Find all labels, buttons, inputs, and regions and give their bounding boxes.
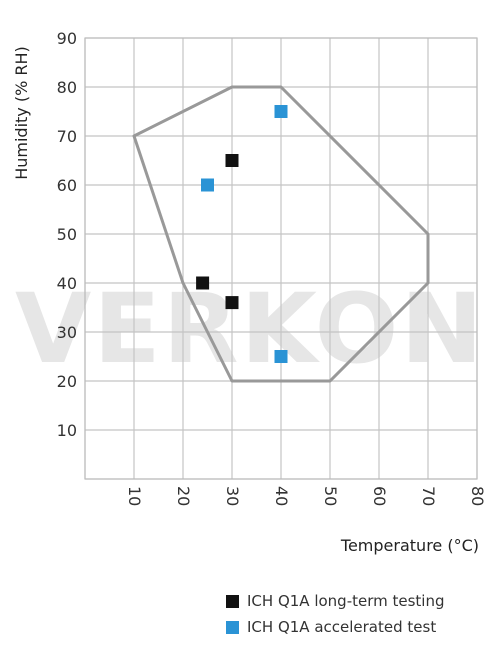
- stability-region: [132, 85, 430, 383]
- y-axis-title: Humidity (% RH): [12, 46, 31, 180]
- data-points: [196, 105, 288, 363]
- x-tick-label: 10: [125, 486, 144, 506]
- plot-frame: [84, 37, 478, 480]
- point-long-term: [196, 276, 210, 290]
- legend: ICH Q1A long-term testing ICH Q1A accele…: [226, 588, 445, 640]
- y-tick-label: 50: [57, 225, 77, 244]
- point-accelerated: [201, 178, 214, 192]
- x-tick-labels: 10 20 30 40 50 60 70 80: [125, 486, 487, 506]
- watermark-text: VERKON: [15, 273, 485, 385]
- legend-swatch-long-term: [226, 594, 239, 608]
- x-axis-title: Temperature (°C): [340, 536, 479, 555]
- y-tick-label: 90: [57, 29, 77, 48]
- y-tick-label: 80: [57, 78, 77, 97]
- point-accelerated: [274, 105, 288, 118]
- y-tick-labels: 10 20 30 40 50 60 70 80 90: [57, 29, 77, 440]
- region-outline: [132, 85, 430, 383]
- y-tick-label: 20: [57, 372, 77, 391]
- y-tick-label: 30: [57, 323, 77, 342]
- y-tick-label: 60: [57, 176, 77, 195]
- x-tick-label: 70: [419, 486, 438, 506]
- y-tick-label: 40: [57, 274, 77, 293]
- x-tick-label: 50: [321, 486, 340, 506]
- point-accelerated: [274, 350, 288, 363]
- x-tick-label: 60: [370, 486, 389, 506]
- x-tick-label: 80: [468, 486, 487, 506]
- x-tick-label: 20: [174, 486, 193, 506]
- legend-label-long-term: ICH Q1A long-term testing: [247, 592, 445, 610]
- y-tick-label: 70: [57, 127, 77, 146]
- x-tick-label: 40: [272, 486, 291, 506]
- legend-swatch-accelerated: [226, 620, 239, 634]
- point-long-term: [225, 296, 239, 310]
- x-tick-label: 30: [223, 486, 242, 506]
- y-tick-label: 10: [57, 421, 77, 440]
- plot-grid: [84, 37, 478, 480]
- legend-item-long-term: ICH Q1A long-term testing: [226, 588, 445, 614]
- legend-label-accelerated: ICH Q1A accelerated test: [247, 618, 437, 636]
- point-long-term: [225, 154, 239, 167]
- legend-item-accelerated: ICH Q1A accelerated test: [226, 614, 445, 640]
